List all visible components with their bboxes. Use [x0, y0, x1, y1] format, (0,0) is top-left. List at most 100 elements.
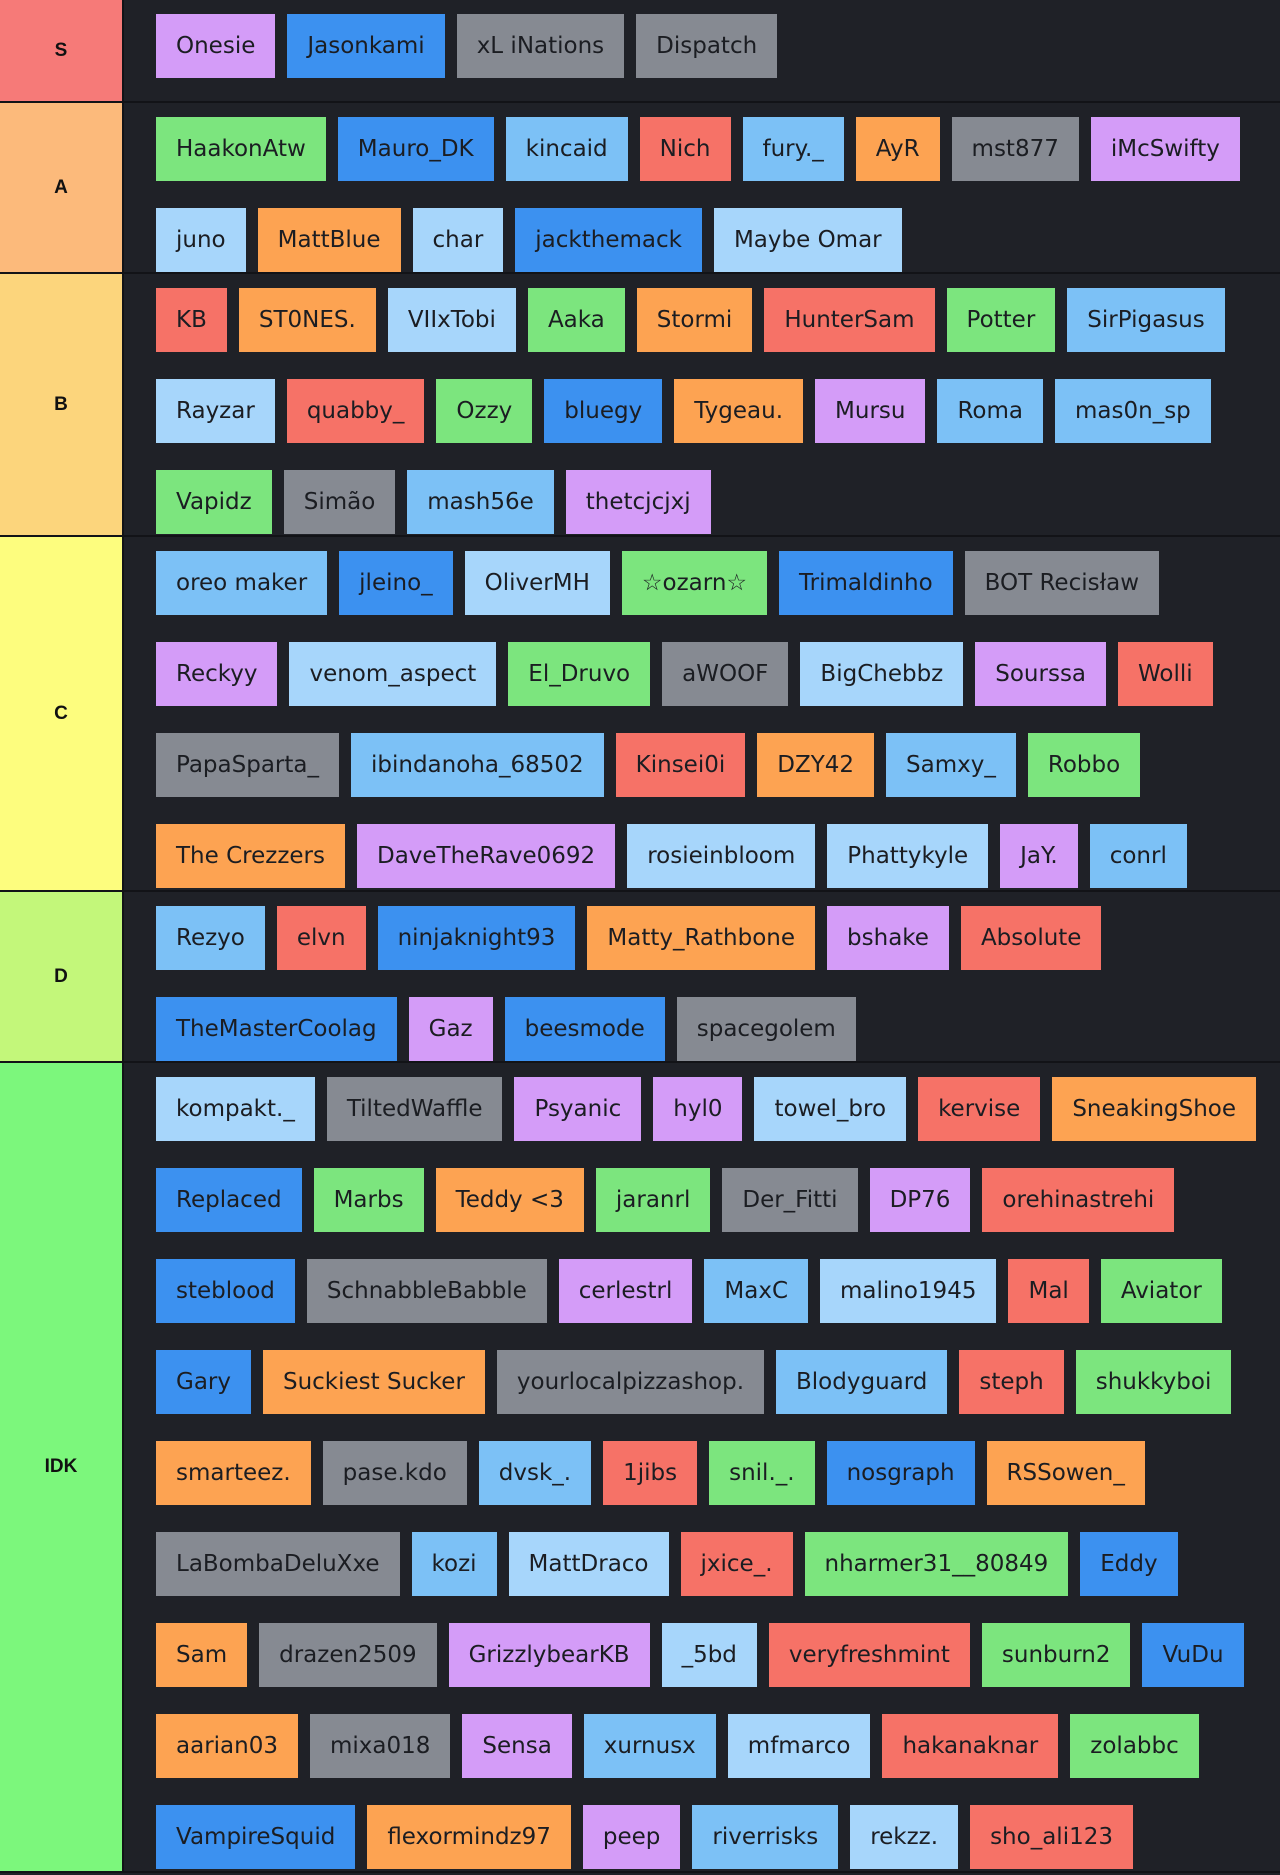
tier-item[interactable]: hyl0 [653, 1077, 743, 1141]
tier-item[interactable]: dvsk_. [478, 1441, 592, 1505]
tier-item[interactable]: shukkyboi [1075, 1350, 1232, 1414]
tier-items-a[interactable]: HaakonAtw Mauro_DK kincaid Nich fury._ AyR mst… [124, 103, 1280, 272]
tier-item[interactable]: aWOOF [662, 642, 789, 706]
tier-item[interactable]: mst877 [951, 117, 1079, 181]
tier-item[interactable]: quabby_ [286, 379, 425, 443]
tier-item[interactable]: VuDu [1142, 1623, 1244, 1687]
tier-item[interactable]: kincaid [505, 117, 628, 181]
tier-item[interactable]: El_Druvo [508, 642, 651, 706]
tier-item[interactable]: kervise [918, 1077, 1041, 1141]
tier-item[interactable]: VampireSquid [156, 1805, 356, 1869]
tier-item[interactable]: Jasonkami [287, 14, 445, 78]
tier-item[interactable]: Ozzy [436, 379, 533, 443]
tier-item[interactable]: pase.kdo [322, 1441, 467, 1505]
tier-item[interactable]: Kinsei0i [615, 733, 746, 797]
tier-item[interactable]: veryfreshmint [768, 1623, 970, 1687]
tier-item[interactable]: Robbo [1027, 733, 1141, 797]
tier-label-s[interactable]: S [0, 0, 124, 101]
tier-item[interactable]: OliverMH [464, 551, 610, 615]
tier-item[interactable]: kozi [411, 1532, 497, 1596]
tier-item[interactable]: MaxC [704, 1259, 808, 1323]
tier-item[interactable]: Mal [1008, 1259, 1089, 1323]
tier-item[interactable]: Replaced [156, 1168, 302, 1232]
tier-item[interactable]: juno [156, 208, 246, 272]
tier-item[interactable]: Absolute [960, 906, 1102, 970]
tier-item[interactable]: _5bd [661, 1623, 757, 1687]
tier-label-b[interactable]: B [0, 274, 124, 535]
tier-item[interactable]: Gaz [408, 997, 493, 1061]
tier-label-c[interactable]: C [0, 537, 124, 890]
tier-item[interactable]: Aaka [527, 288, 625, 352]
tier-item[interactable]: ST0NES. [238, 288, 376, 352]
tier-item[interactable]: thetcjcjxj [565, 470, 711, 534]
tier-item[interactable]: Mauro_DK [337, 117, 494, 181]
tier-item[interactable]: flexormindz97 [367, 1805, 571, 1869]
tier-items-d[interactable]: Rezyo elvn ninjaknight93 Matty_Rathbone bsha… [124, 892, 1280, 1061]
tier-item[interactable]: BOT Recisław [964, 551, 1160, 615]
tier-item[interactable]: Teddy <3 [435, 1168, 584, 1232]
tier-item[interactable]: steph [959, 1350, 1064, 1414]
tier-item[interactable]: Psyanic [514, 1077, 642, 1141]
tier-item[interactable]: KB [156, 288, 227, 352]
tier-item[interactable]: cerlestrl [558, 1259, 693, 1323]
tier-item[interactable]: kompakt._ [156, 1077, 315, 1141]
tier-item[interactable]: mfmarco [727, 1714, 871, 1778]
tier-item[interactable]: spacegolem [676, 997, 856, 1061]
tier-item[interactable]: PapaSparta_ [156, 733, 339, 797]
tier-item[interactable]: jleino_ [339, 551, 453, 615]
tier-item[interactable]: iMcSwifty [1090, 117, 1240, 181]
tier-item[interactable]: SchnabbleBabble [306, 1259, 547, 1323]
tier-item[interactable]: nharmer31__80849 [804, 1532, 1069, 1596]
tier-item[interactable]: JaY. [1000, 824, 1078, 888]
tier-item[interactable]: orehinastrehi [982, 1168, 1175, 1232]
tier-item[interactable]: ibindanoha_68502 [351, 733, 604, 797]
tier-item[interactable]: TheMasterCoolag [156, 997, 397, 1061]
tier-item[interactable]: ninjaknight93 [377, 906, 576, 970]
tier-item[interactable]: HunterSam [764, 288, 935, 352]
tier-item[interactable]: venom_aspect [289, 642, 497, 706]
tier-item[interactable]: Gary [156, 1350, 251, 1414]
tier-item[interactable]: VIIxTobi [387, 288, 516, 352]
tier-item[interactable]: Matty_Rathbone [587, 906, 816, 970]
tier-item[interactable]: Mursu [815, 379, 926, 443]
tier-item[interactable]: Roma [937, 379, 1043, 443]
tier-item[interactable]: ☆ozarn☆ [621, 551, 768, 615]
tier-item[interactable]: RSSowen_ [986, 1441, 1145, 1505]
tier-item[interactable]: fury._ [742, 117, 844, 181]
tier-item[interactable]: BigChebbz [800, 642, 964, 706]
tier-item[interactable]: snil._. [709, 1441, 815, 1505]
tier-item[interactable]: rosieinbloom [627, 824, 816, 888]
tier-item[interactable]: DP76 [869, 1168, 971, 1232]
tier-item[interactable]: Sensa [462, 1714, 572, 1778]
tier-item[interactable]: zolabbc [1070, 1714, 1199, 1778]
tier-item[interactable]: hakanaknar [882, 1714, 1059, 1778]
tier-item[interactable]: oreo maker [156, 551, 328, 615]
tier-item[interactable]: GrizzlybearKB [448, 1623, 650, 1687]
tier-item[interactable]: Samxy_ [886, 733, 1016, 797]
tier-item[interactable]: rekzz. [850, 1805, 959, 1869]
tier-item[interactable]: SirPigasus [1067, 288, 1225, 352]
tier-item[interactable]: jxice_. [680, 1532, 793, 1596]
tier-item[interactable]: malino1945 [820, 1259, 997, 1323]
tier-item[interactable]: conrl [1089, 824, 1187, 888]
tier-item[interactable]: aarian03 [156, 1714, 298, 1778]
tier-item[interactable]: TiltedWaffle [326, 1077, 503, 1141]
tier-item[interactable]: Dispatch [636, 14, 778, 78]
tier-item[interactable]: Sam [156, 1623, 248, 1687]
tier-items-c[interactable]: oreo maker jleino_ OliverMH ☆ozarn☆ Trimaldi… [124, 537, 1280, 890]
tier-item[interactable]: Nich [639, 117, 731, 181]
tier-item[interactable]: sho_ali123 [970, 1805, 1133, 1869]
tier-item[interactable]: Vapidz [156, 470, 272, 534]
tier-items-b[interactable]: KB ST0NES. VIIxTobi Aaka Stormi HunterSam Pott… [124, 274, 1280, 535]
tier-item[interactable]: 1jibs [603, 1441, 698, 1505]
tier-item[interactable]: Rayzar [156, 379, 275, 443]
tier-item[interactable]: The Crezzers [156, 824, 345, 888]
tier-item[interactable]: Simão [283, 470, 396, 534]
tier-item[interactable]: Der_Fitti [722, 1168, 858, 1232]
tier-item[interactable]: Onesie [156, 14, 276, 78]
tier-label-idk[interactable]: IDK [0, 1063, 124, 1871]
tier-item[interactable]: Aviator [1100, 1259, 1222, 1323]
tier-item[interactable]: mixa018 [309, 1714, 451, 1778]
tier-item[interactable]: jaranrl [595, 1168, 711, 1232]
tier-item[interactable]: Wolli [1118, 642, 1213, 706]
